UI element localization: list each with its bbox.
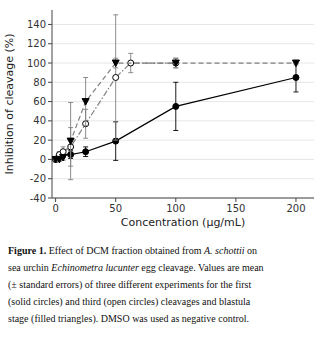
- caption-line: (± standard errors) of three different e…: [8, 279, 251, 291]
- caption-text: egg cleavage. Values are mean: [139, 262, 264, 273]
- series-line: [56, 63, 296, 159]
- marker: [173, 103, 179, 109]
- error-bar: [83, 147, 88, 157]
- grid-line: [52, 159, 314, 160]
- tick: [48, 82, 52, 83]
- series: [53, 63, 299, 162]
- grid-line: [52, 198, 314, 199]
- tick-label: 200: [286, 203, 305, 214]
- x-label: Concentration (µg/mL): [121, 216, 245, 229]
- grid-line: [52, 101, 314, 102]
- tick-label: 60: [33, 96, 46, 107]
- tick: [55, 198, 56, 202]
- caption-text: on: [245, 245, 258, 256]
- grid-line: [52, 43, 314, 44]
- tick: [295, 198, 296, 202]
- tick-label: 100: [166, 203, 185, 214]
- error-bar: [113, 15, 118, 140]
- tick: [48, 159, 52, 160]
- tick: [235, 198, 236, 202]
- tick: [48, 198, 52, 199]
- tick: [48, 101, 52, 102]
- caption-text: sea urchin: [8, 262, 51, 273]
- marker: [173, 60, 179, 66]
- tick-label: -40: [30, 193, 46, 204]
- error-bar: [173, 58, 178, 68]
- caption-text: (± standard errors) of three different e…: [8, 279, 251, 291]
- tick-label: 120: [27, 38, 46, 49]
- tick: [48, 24, 52, 25]
- marker: [67, 138, 74, 145]
- grid-line: [52, 24, 314, 25]
- x-axis: [52, 198, 314, 199]
- error-bar: [173, 58, 178, 68]
- tick-label: 50: [109, 203, 122, 214]
- tick-label: 20: [33, 135, 46, 146]
- y-axis: [52, 10, 53, 198]
- tick: [48, 178, 52, 179]
- tick: [175, 198, 176, 202]
- y-label: Inhibition of cleavage (%): [3, 33, 16, 174]
- grid-line: [52, 120, 314, 121]
- caption: Figure 1. Effect of DCM fraction obtaine…: [8, 245, 264, 325]
- caption-line: stage (filled triangles). DMSO was used …: [8, 313, 249, 325]
- tick-label: 100: [27, 58, 46, 69]
- tick-label: -20: [30, 173, 46, 184]
- caption-text: stage (filled triangles). DMSO was used …: [8, 313, 249, 325]
- chart: -40 -20 0 20 40 60 80 100 120 140 0 50 100 150 200 Conc…: [0, 0, 325, 344]
- error-bar: [113, 58, 118, 68]
- tick: [48, 43, 52, 44]
- error-bar: [83, 77, 88, 125]
- tick: [115, 198, 116, 202]
- grid-line: [52, 140, 314, 141]
- tick: [48, 120, 52, 121]
- caption-line: (solid circles) and third (open circles)…: [8, 296, 251, 308]
- plot-area: [52, 15, 299, 180]
- grid-line: [52, 178, 314, 179]
- tick-label: 0: [40, 154, 46, 165]
- caption-line: Figure 1. Effect of DCM fraction obtaine…: [8, 245, 257, 256]
- marker: [172, 60, 179, 67]
- caption-text: Echinometra lucunter: [50, 262, 139, 273]
- series: [52, 58, 299, 179]
- caption-text: (solid circles) and third (open circles)…: [8, 296, 251, 308]
- tick-label: 80: [33, 77, 46, 88]
- tick-label: 150: [226, 203, 245, 214]
- tick-label: 40: [33, 115, 46, 126]
- error-bar: [68, 103, 73, 180]
- tick: [48, 63, 52, 64]
- series: [53, 15, 179, 166]
- caption-line: sea urchin Echinometra lucunter egg clea…: [8, 262, 264, 273]
- tick-label: 140: [27, 19, 46, 30]
- axes: -40 -20 0 20 40 60 80 100 120 140 0 50 100 150 200: [27, 10, 314, 214]
- series-line: [56, 77, 296, 159]
- marker: [292, 60, 299, 67]
- marker: [82, 99, 89, 106]
- marker: [60, 155, 67, 162]
- caption-text: A. schottii: [203, 245, 245, 256]
- error-bar: [173, 82, 178, 130]
- marker: [293, 74, 299, 80]
- caption-text: Effect of DCM fraction obtained from: [46, 245, 204, 256]
- tick-label: 0: [52, 203, 58, 214]
- marker: [112, 60, 119, 67]
- tick: [48, 140, 52, 141]
- marker: [83, 149, 89, 155]
- caption-text: Figure 1.: [8, 245, 47, 256]
- marker: [113, 74, 119, 80]
